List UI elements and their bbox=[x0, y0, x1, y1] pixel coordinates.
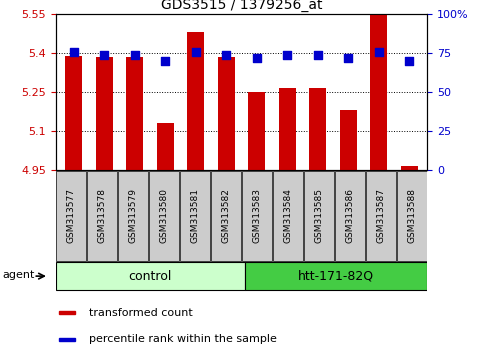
Text: GSM313588: GSM313588 bbox=[408, 188, 416, 244]
Bar bbox=[248, 92, 265, 170]
Bar bbox=[157, 123, 174, 170]
Bar bbox=[309, 88, 326, 170]
Bar bbox=[211, 171, 241, 261]
Bar bbox=[187, 32, 204, 170]
Point bbox=[375, 49, 383, 55]
Text: GSM313578: GSM313578 bbox=[98, 188, 107, 244]
Bar bbox=[304, 171, 334, 261]
Bar bbox=[59, 311, 75, 314]
Bar bbox=[401, 166, 417, 170]
Text: GSM313579: GSM313579 bbox=[128, 188, 138, 244]
Bar bbox=[370, 12, 387, 170]
Point bbox=[100, 52, 108, 57]
Text: GSM313577: GSM313577 bbox=[67, 188, 75, 244]
Text: transformed count: transformed count bbox=[89, 308, 193, 318]
Bar bbox=[56, 171, 86, 261]
Text: GSM313586: GSM313586 bbox=[345, 188, 355, 244]
Text: GSM313583: GSM313583 bbox=[253, 188, 261, 244]
Bar bbox=[66, 56, 82, 170]
Bar bbox=[127, 57, 143, 170]
Bar bbox=[56, 262, 244, 290]
Bar bbox=[279, 88, 296, 170]
Bar bbox=[118, 171, 148, 261]
Bar bbox=[366, 171, 396, 261]
Bar bbox=[273, 171, 303, 261]
Bar bbox=[59, 338, 75, 341]
Point bbox=[344, 55, 352, 61]
Bar bbox=[87, 171, 117, 261]
Point bbox=[253, 55, 261, 61]
Point bbox=[70, 49, 78, 55]
Bar bbox=[218, 57, 235, 170]
Bar bbox=[335, 171, 365, 261]
Bar bbox=[397, 171, 427, 261]
Text: GSM313581: GSM313581 bbox=[190, 188, 199, 244]
Text: GSM313587: GSM313587 bbox=[376, 188, 385, 244]
Point bbox=[405, 58, 413, 64]
Text: GSM313580: GSM313580 bbox=[159, 188, 169, 244]
Text: GSM313582: GSM313582 bbox=[222, 188, 230, 244]
Bar bbox=[96, 57, 113, 170]
Title: GDS3515 / 1379256_at: GDS3515 / 1379256_at bbox=[161, 0, 322, 12]
Point bbox=[161, 58, 169, 64]
Bar bbox=[244, 262, 427, 290]
Point bbox=[192, 49, 199, 55]
Point bbox=[222, 52, 230, 57]
Bar bbox=[180, 171, 210, 261]
Text: GSM313585: GSM313585 bbox=[314, 188, 324, 244]
Text: GSM313584: GSM313584 bbox=[284, 188, 293, 244]
Text: percentile rank within the sample: percentile rank within the sample bbox=[89, 334, 277, 344]
Bar bbox=[149, 171, 179, 261]
Bar bbox=[242, 171, 272, 261]
Point bbox=[284, 52, 291, 57]
Text: control: control bbox=[128, 270, 172, 282]
Point bbox=[314, 52, 322, 57]
Point bbox=[131, 52, 139, 57]
Text: htt-171-82Q: htt-171-82Q bbox=[298, 270, 374, 282]
Text: agent: agent bbox=[3, 269, 35, 280]
Bar bbox=[340, 110, 356, 170]
